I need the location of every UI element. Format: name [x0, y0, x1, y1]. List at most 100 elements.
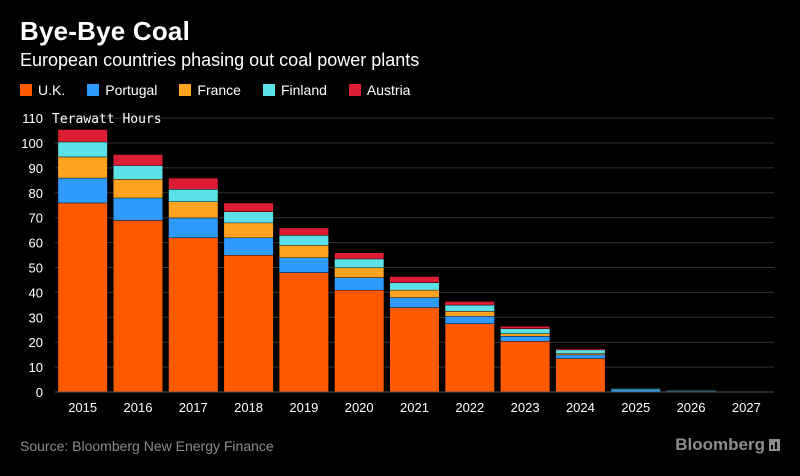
bloomberg-chart-icon: [769, 439, 780, 451]
bar-segment-france-2018: [224, 222, 274, 238]
bar-segment-finland-2015: [58, 141, 108, 157]
bar-segment-austria-2018: [224, 202, 274, 212]
y-tick-label: 100: [21, 136, 43, 151]
bar-segment-portugal-2024: [555, 354, 605, 359]
bar-segment-portugal-2016: [113, 197, 163, 221]
x-tick-label: 2018: [234, 400, 263, 415]
y-tick-label: 110: [22, 111, 43, 126]
x-tick-label: 2024: [566, 400, 595, 415]
bar-segment-finland-2016: [113, 165, 163, 180]
legend-label-uk: U.K.: [38, 82, 66, 98]
y-tick-label: 70: [29, 211, 43, 226]
bar-segment-finland-2025: [611, 388, 661, 390]
bar-segment-portugal-2021: [390, 297, 439, 308]
bar-segment-france-2016: [113, 179, 163, 198]
bar-segment-france-2020: [334, 267, 384, 278]
chart-title: Bye-Bye Coal: [20, 16, 191, 46]
legend-item-portugal: Portugal: [87, 82, 157, 98]
bar-segment-portugal-2025: [611, 389, 661, 392]
bar-segment-finland-2017: [168, 189, 218, 202]
x-tick-label: 2023: [511, 400, 540, 415]
bar-segment-portugal-2020: [334, 277, 384, 290]
bar-segment-portugal-2022: [445, 316, 495, 324]
bar-segment-france-2024: [555, 353, 605, 355]
bar-segment-austria-2015: [58, 129, 108, 142]
bar-segment-france-2022: [445, 311, 495, 317]
legend-swatch-uk: [20, 84, 32, 96]
bar-segment-portugal-2015: [58, 177, 108, 203]
bloomberg-wordmark: Bloomberg: [675, 435, 765, 454]
legend: U.K. Portugal France Finland Austria: [20, 82, 432, 98]
bar-segment-finland-2019: [279, 235, 329, 246]
bar-segment-uk-2023: [500, 340, 550, 392]
bar-segment-uk-2024: [555, 358, 605, 392]
bar-segment-uk-2017: [168, 237, 218, 392]
bar-segment-austria-2016: [113, 154, 163, 166]
legend-label-portugal: Portugal: [105, 82, 158, 98]
x-tick-label: 2022: [455, 400, 484, 415]
bar-segment-france-2015: [58, 156, 108, 178]
bar-segment-finland-2020: [334, 258, 384, 268]
bar-segment-austria-2023: [500, 326, 550, 329]
bar-segment-austria-2019: [279, 227, 329, 236]
x-tick-label: 2026: [677, 400, 706, 415]
bar-segment-uk-2018: [224, 255, 274, 392]
legend-label-austria: Austria: [366, 82, 411, 98]
y-tick-label: 60: [29, 236, 43, 251]
y-tick-label: 40: [29, 285, 43, 300]
bar-segment-uk-2020: [334, 289, 384, 392]
bar-segment-france-2017: [168, 201, 218, 218]
bar-segment-finland-2023: [500, 328, 550, 334]
bar-segment-uk-2021: [390, 307, 439, 392]
x-tick-label: 2020: [345, 400, 374, 415]
x-tick-label: 2025: [621, 400, 650, 415]
y-tick-label: 20: [29, 335, 43, 350]
y-tick-label: 30: [29, 310, 43, 325]
bar-segment-austria-2017: [168, 177, 218, 190]
bar-segment-uk-2016: [113, 220, 163, 392]
legend-label-france: France: [197, 82, 241, 98]
bar-segment-portugal-2026: [666, 390, 716, 392]
x-tick-label: 2016: [124, 400, 153, 415]
bar-segment-portugal-2018: [224, 237, 274, 256]
legend-swatch-austria: [348, 84, 361, 96]
x-tick-label: 2027: [732, 400, 761, 415]
legend-item-france: France: [179, 82, 241, 98]
y-tick-label: 50: [29, 261, 43, 276]
chart-subtitle: European countries phasing out coal powe…: [20, 50, 420, 70]
bar-segment-finland-2018: [224, 211, 274, 223]
bar-segment-france-2023: [500, 333, 550, 336]
bar-segment-uk-2022: [445, 323, 495, 392]
x-tick-label: 2015: [68, 400, 97, 415]
bar-segment-uk-2015: [58, 202, 108, 392]
bar-segment-finland-2024: [555, 349, 605, 354]
bar-segment-austria-2024: [555, 348, 605, 350]
bar-segment-france-2021: [390, 289, 439, 298]
legend-swatch-finland: [262, 84, 275, 96]
y-axis-title: Terawatt Hours: [52, 112, 162, 127]
legend-swatch-portugal: [87, 84, 100, 96]
y-tick-label: 90: [29, 161, 43, 176]
source-note: Source: Bloomberg New Energy Finance: [20, 438, 274, 454]
x-tick-label: 2021: [400, 400, 429, 415]
legend-item-uk: U.K.: [20, 82, 65, 98]
legend-item-finland: Finland: [262, 82, 327, 98]
bar-segment-austria-2020: [334, 252, 384, 259]
bar-segment-portugal-2019: [279, 257, 329, 273]
bar-segment-france-2019: [279, 245, 329, 258]
bar-segment-finland-2022: [445, 304, 495, 312]
y-tick-label: 10: [29, 360, 43, 375]
bar-segment-finland-2021: [390, 282, 439, 290]
y-tick-label: 80: [29, 186, 43, 201]
x-tick-label: 2019: [289, 400, 318, 415]
bar-segment-portugal-2023: [500, 335, 550, 341]
bar-segment-uk-2019: [279, 272, 329, 392]
bar-segment-portugal-2017: [168, 217, 218, 238]
y-tick-label: 0: [36, 385, 43, 400]
bloomberg-logo: Bloomberg: [675, 435, 780, 455]
x-tick-label: 2017: [179, 400, 208, 415]
legend-label-finland: Finland: [280, 82, 327, 98]
bar-segment-austria-2021: [390, 276, 439, 283]
legend-swatch-france: [179, 84, 192, 96]
bar-segment-austria-2022: [445, 301, 495, 305]
